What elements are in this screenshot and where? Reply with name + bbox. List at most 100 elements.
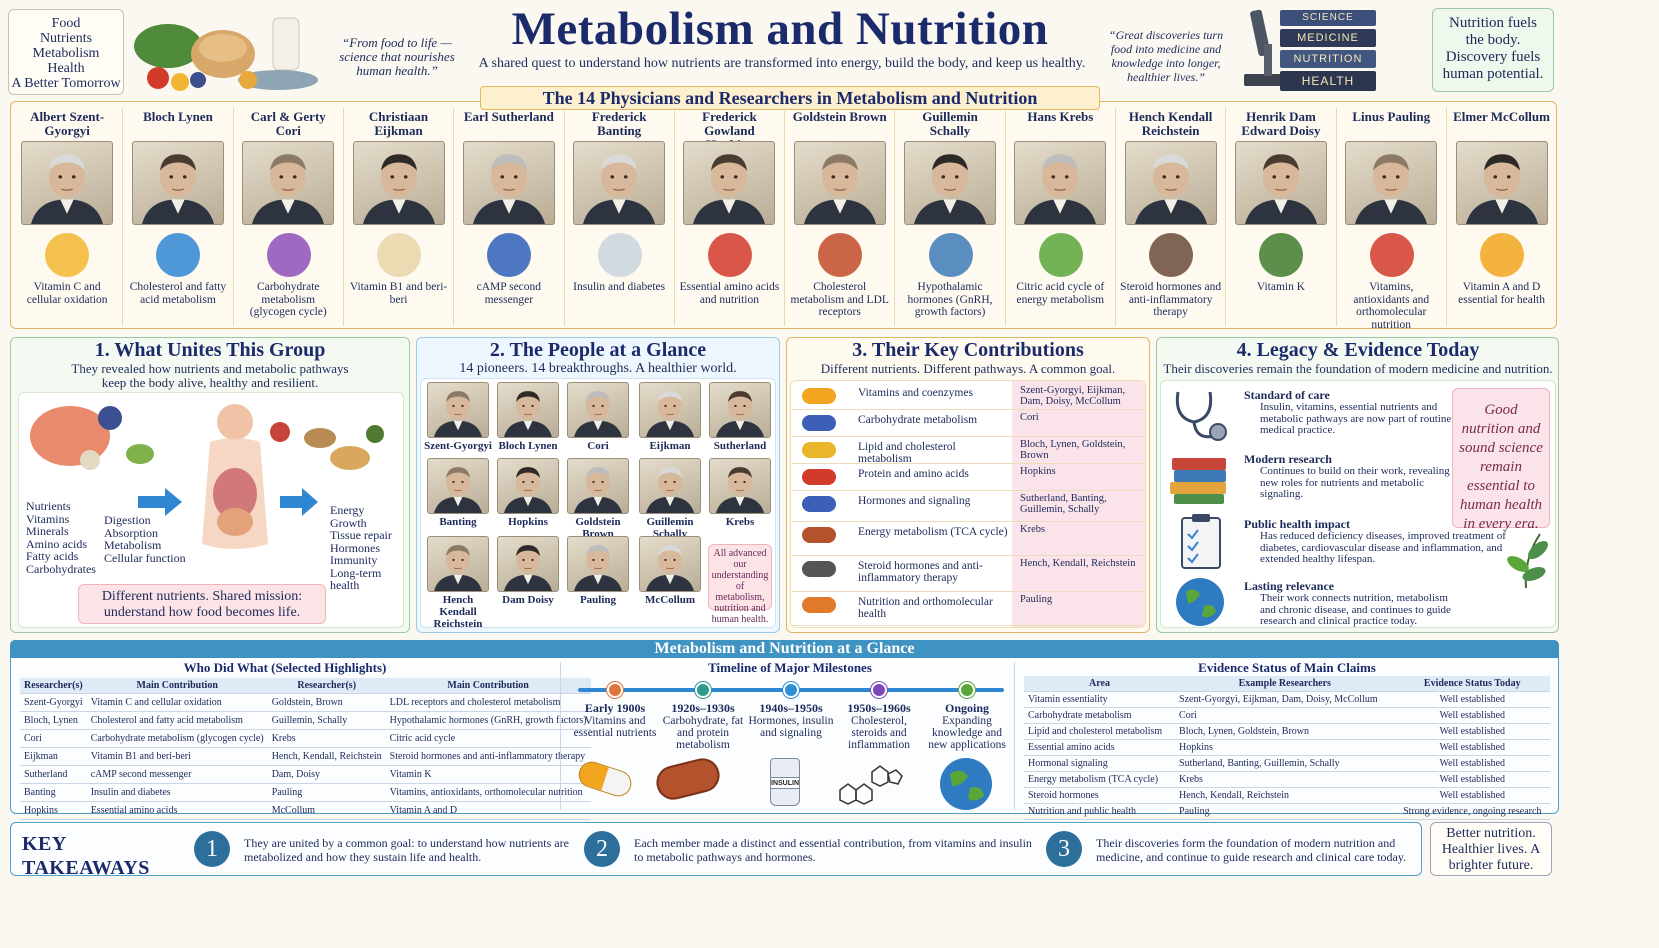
researcher-caption: Hypothalamic hormones (GnRH, growth fact… xyxy=(907,281,993,318)
person-portrait xyxy=(639,458,701,514)
researcher-name: Christiaan Eijkman xyxy=(368,109,429,138)
timeline-period: 1950s–1960s xyxy=(847,701,911,715)
researcher-card: Hench Kendall Reichstein Steroid hormones… xyxy=(1115,108,1225,326)
column-header: Area xyxy=(1024,676,1176,692)
takeaways-title: KEY TAKEAWAYS xyxy=(22,833,150,879)
table-cell: Nutrition and public health xyxy=(1024,803,1176,820)
table-cell: Well established xyxy=(1394,755,1550,772)
table-cell: cAMP second messenger xyxy=(86,765,268,784)
legacy-subtitle: Their discoveries remain the foundation … xyxy=(1163,361,1553,376)
researcher-caption: Essential amino acids and nutrition xyxy=(679,281,780,306)
researcher-card: Goldstein Brown Cholesterol metabolism an… xyxy=(784,108,894,326)
researcher-illustration xyxy=(454,229,563,281)
contribution-icon xyxy=(802,442,836,458)
list-item: Digestion xyxy=(104,513,151,527)
person-tile: Goldstein Brown xyxy=(564,458,632,540)
timeline-period: Early 1900s xyxy=(584,701,646,715)
contribution-row: Steroid hormones and anti-inflammatory t… xyxy=(792,556,1144,592)
list-item: Energy xyxy=(330,503,365,517)
contribution-row: Vitamins and coenzymes Szent-Gyorgyi, Eij… xyxy=(792,383,1144,410)
book-nutrition: NUTRITION xyxy=(1280,50,1376,68)
researcher-caption: Vitamin B1 and beri-beri xyxy=(349,281,448,306)
evidence-title: Evidence Status of Main Claims xyxy=(1198,660,1376,675)
table-cell: Goldstein, Brown xyxy=(267,693,386,712)
contribution-topic: Lipid and cholesterol metabolism xyxy=(858,441,956,465)
legacy-text: Continues to build on their work, reveal… xyxy=(1260,465,1450,500)
researcher-illustration xyxy=(12,229,122,281)
divider xyxy=(560,662,561,810)
takeaway-text: Their discoveries form the foundation of… xyxy=(1096,836,1407,864)
contrib-who-bg xyxy=(1012,381,1145,627)
table-cell: LDL receptors and cholesterol metabolism xyxy=(385,693,591,712)
list-item: Absorption xyxy=(104,525,158,540)
legacy-item-public: Public health impact Has reduced deficie… xyxy=(1244,517,1512,566)
researcher-illustration xyxy=(675,229,784,281)
contribution-topic: Hormones and signaling xyxy=(858,495,971,507)
timeline-milestone: Ongoing Expanding knowledge and new appli… xyxy=(924,680,1010,751)
person-tile: Cori xyxy=(564,382,632,452)
person-tile: Bloch Lynen xyxy=(494,382,562,452)
table-row: Eijkman Vitamin B1 and beri-beri Hench, Ke… xyxy=(20,747,591,766)
table-cell: Hypothalamic hormones (GnRH, growth fact… xyxy=(385,711,591,730)
legacy-item-research: Modern research Continues to build on th… xyxy=(1244,452,1464,501)
person-name: Krebs xyxy=(725,516,755,528)
contribution-who: Bloch, Lynen, Goldstein, Brown xyxy=(1020,439,1126,461)
table-row: Hormonal signaling Sutherland, Banting, G… xyxy=(1024,755,1550,772)
researcher-illustration xyxy=(1226,229,1335,281)
researcher-illustration xyxy=(344,229,453,281)
list-item: Metabolism xyxy=(104,538,162,552)
timeline-milestone: 1920s–1930s Carbohydrate, fat and protein… xyxy=(660,680,746,751)
table-cell: Szent-Gyorgyi, Eijkman, Dam, Doisy, McCo… xyxy=(1175,691,1395,708)
table-cell: Insulin and diabetes xyxy=(86,783,268,802)
person-tile: Eijkman xyxy=(636,382,704,452)
microscope-books-illustration xyxy=(1236,4,1424,96)
table-cell: Hopkins xyxy=(1175,739,1395,756)
table-cell: Banting xyxy=(20,783,87,802)
contribution-row: Carbohydrate metabolism Cori xyxy=(792,410,1144,437)
contribution-who: Hench, Kendall, Reichstein xyxy=(1020,558,1136,569)
researcher-name: Guillemin Schally xyxy=(922,109,978,138)
insulin-vial-icon: INSULIN xyxy=(770,758,800,806)
contribution-icon xyxy=(802,496,836,512)
person-name: Cori xyxy=(587,440,609,452)
takeaways-panel xyxy=(10,822,1422,876)
page-subtitle: A shared quest to understand how nutrien… xyxy=(478,56,1086,71)
table-cell: Well established xyxy=(1394,707,1550,724)
researcher-name: Frederick Banting xyxy=(591,109,647,138)
contribution-who: Pauling xyxy=(1020,594,1053,605)
quote-right: “Great discoveries turn food into medici… xyxy=(1108,28,1224,84)
contribution-row: Hormones and signaling Sutherland, Bantin… xyxy=(792,491,1144,522)
table-cell: Sutherland xyxy=(20,765,87,784)
researcher-illustration xyxy=(1337,229,1446,281)
researcher-portrait xyxy=(1455,141,1548,225)
column-header: Evidence Status Today xyxy=(1394,676,1550,692)
timeline-text: Carbohydrate, fat and protein metabolism xyxy=(662,715,744,751)
researcher-portrait xyxy=(904,141,997,225)
contrib-subtitle: Different nutrients. Different pathways.… xyxy=(820,361,1116,376)
left-box-line: Nutrients xyxy=(39,31,93,46)
timeline-milestone: 1950s–1960s Cholesterol, steroids and inf… xyxy=(836,680,922,751)
mission-note: Different nutrients. Shared mission: und… xyxy=(78,584,326,624)
people-note: All advanced our understanding of metabo… xyxy=(708,544,772,625)
researcher-portrait xyxy=(462,141,555,225)
person-tile: Krebs xyxy=(706,458,774,528)
researcher-portrait xyxy=(683,141,776,225)
person-name: Hopkins xyxy=(508,516,548,528)
table-cell: Krebs xyxy=(267,729,386,748)
list-item: Vitamins xyxy=(26,511,70,526)
researcher-illustration xyxy=(234,229,343,281)
person-name: Dam Doisy xyxy=(502,594,554,606)
contribution-topic: Vitamins and coenzymes xyxy=(858,387,973,399)
researcher-illustration xyxy=(1447,229,1556,281)
table-cell: Hopkins xyxy=(20,801,87,820)
person-tile: Hopkins xyxy=(494,458,562,528)
table-cell: Strong evidence, ongoing research xyxy=(1394,803,1550,820)
legacy-item-standard: Standard of care Insulin, vitamins, esse… xyxy=(1244,388,1464,437)
book-health: HEALTH xyxy=(1280,71,1376,91)
researcher-name: Henrik Dam Edward Doisy xyxy=(1241,109,1321,138)
researcher-card: Linus Pauling Vitamins, antioxidants and … xyxy=(1335,108,1446,331)
column-header: Researcher(s) xyxy=(20,678,87,694)
researcher-caption: Cholesterol and fatty acid metabolism xyxy=(129,281,227,306)
researcher-card: Guillemin Schally Hypothalamic hormones (… xyxy=(894,108,1004,326)
quote-left: “From food to life — science that nouris… xyxy=(339,35,455,78)
